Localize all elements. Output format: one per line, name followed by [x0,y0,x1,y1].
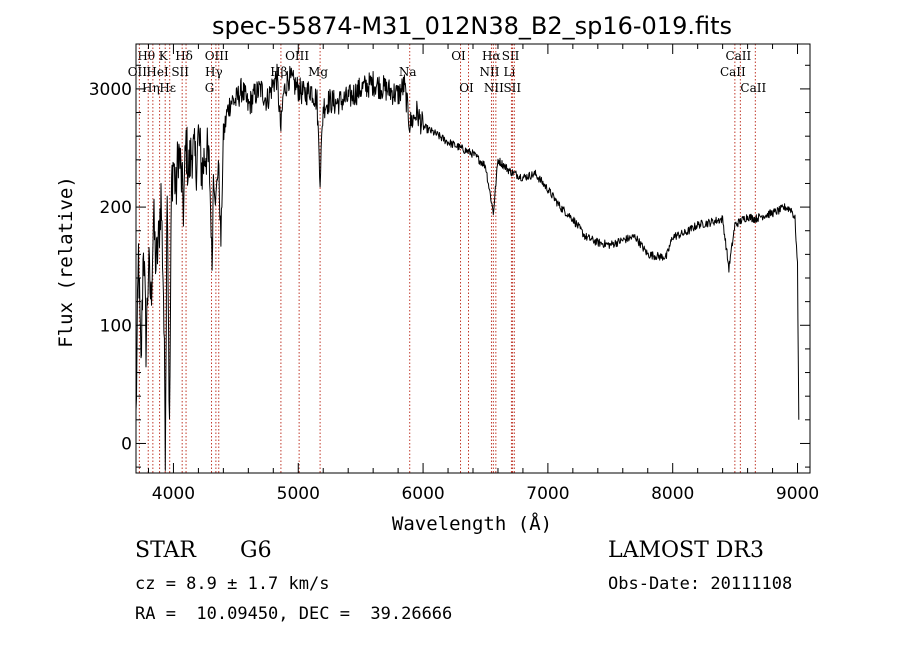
x-tick-label-4: 8000 [651,484,694,504]
marker-label-25: CaII [740,81,766,95]
marker-label-9: Hγ [205,65,223,79]
marker-label-12: Mg [308,65,328,79]
x-tick-label-3: 7000 [526,484,569,504]
marker-label-15: OI [451,49,466,63]
x-tick-label-5: 9000 [776,484,819,504]
marker-label-4: HeI [146,65,169,79]
marker-label-1: OII [128,65,148,79]
marker-label-10: G [205,81,215,95]
observation-date: Obs-Date: 20111108 [608,574,793,594]
marker-label-0: Hθ [137,49,155,63]
y-tick-label-0: 0 [121,434,132,454]
marker-label-21: Li [504,65,516,79]
marker-label-6: Hδ [175,49,193,63]
y-axis-label: Flux (relative) [55,176,77,348]
y-tick-label-3: 3000 [89,80,132,100]
spectrum-line [135,63,800,471]
x-tick-label-0: 4000 [152,484,195,504]
marker-label-19: NII [484,81,504,95]
marker-label-5: Hε [159,81,176,95]
marker-label-7: SII [171,65,189,79]
x-tick-label-2: 6000 [401,484,444,504]
chart-title: spec-55874-M31_012N38_B2_sp16-019.fits [212,12,732,40]
marker-label-20: SII [502,49,520,63]
marker-label-16: OI [459,81,474,95]
axis-ticks: 4000 5000 6000 7000 8000 9000 0 100 200 3000 [89,44,819,504]
marker-label-23: CaII [725,49,751,63]
x-axis-label: Wavelength (Å) [392,512,552,535]
plot-frame [135,43,811,474]
marker-label-2: Hη [142,81,160,95]
marker-label-8: OIII [205,49,229,63]
marker-label-14: Na [399,65,417,79]
marker-label-22: SII [503,81,521,95]
marker-label-11: OIII [285,49,309,63]
marker-label-3: K [159,49,169,63]
object-class: STAR [135,538,196,563]
marker-label-18: NII [479,65,499,79]
x-tick-label-1: 5000 [277,484,320,504]
spectrum-series [135,63,800,471]
y-tick-label-2: 200 [100,198,132,218]
y-tick-label-1: 100 [100,316,132,336]
marker-label-24: CaII [720,65,746,79]
redshift-cz: cz = 8.9 ± 1.7 km/s [135,574,330,594]
survey-release: LAMOST DR3 [608,538,764,563]
coordinates: RA = 10.09450, DEC = 39.26666 [135,604,453,624]
marker-label-13: Hβ [270,65,287,79]
object-subclass: G6 [240,538,272,563]
